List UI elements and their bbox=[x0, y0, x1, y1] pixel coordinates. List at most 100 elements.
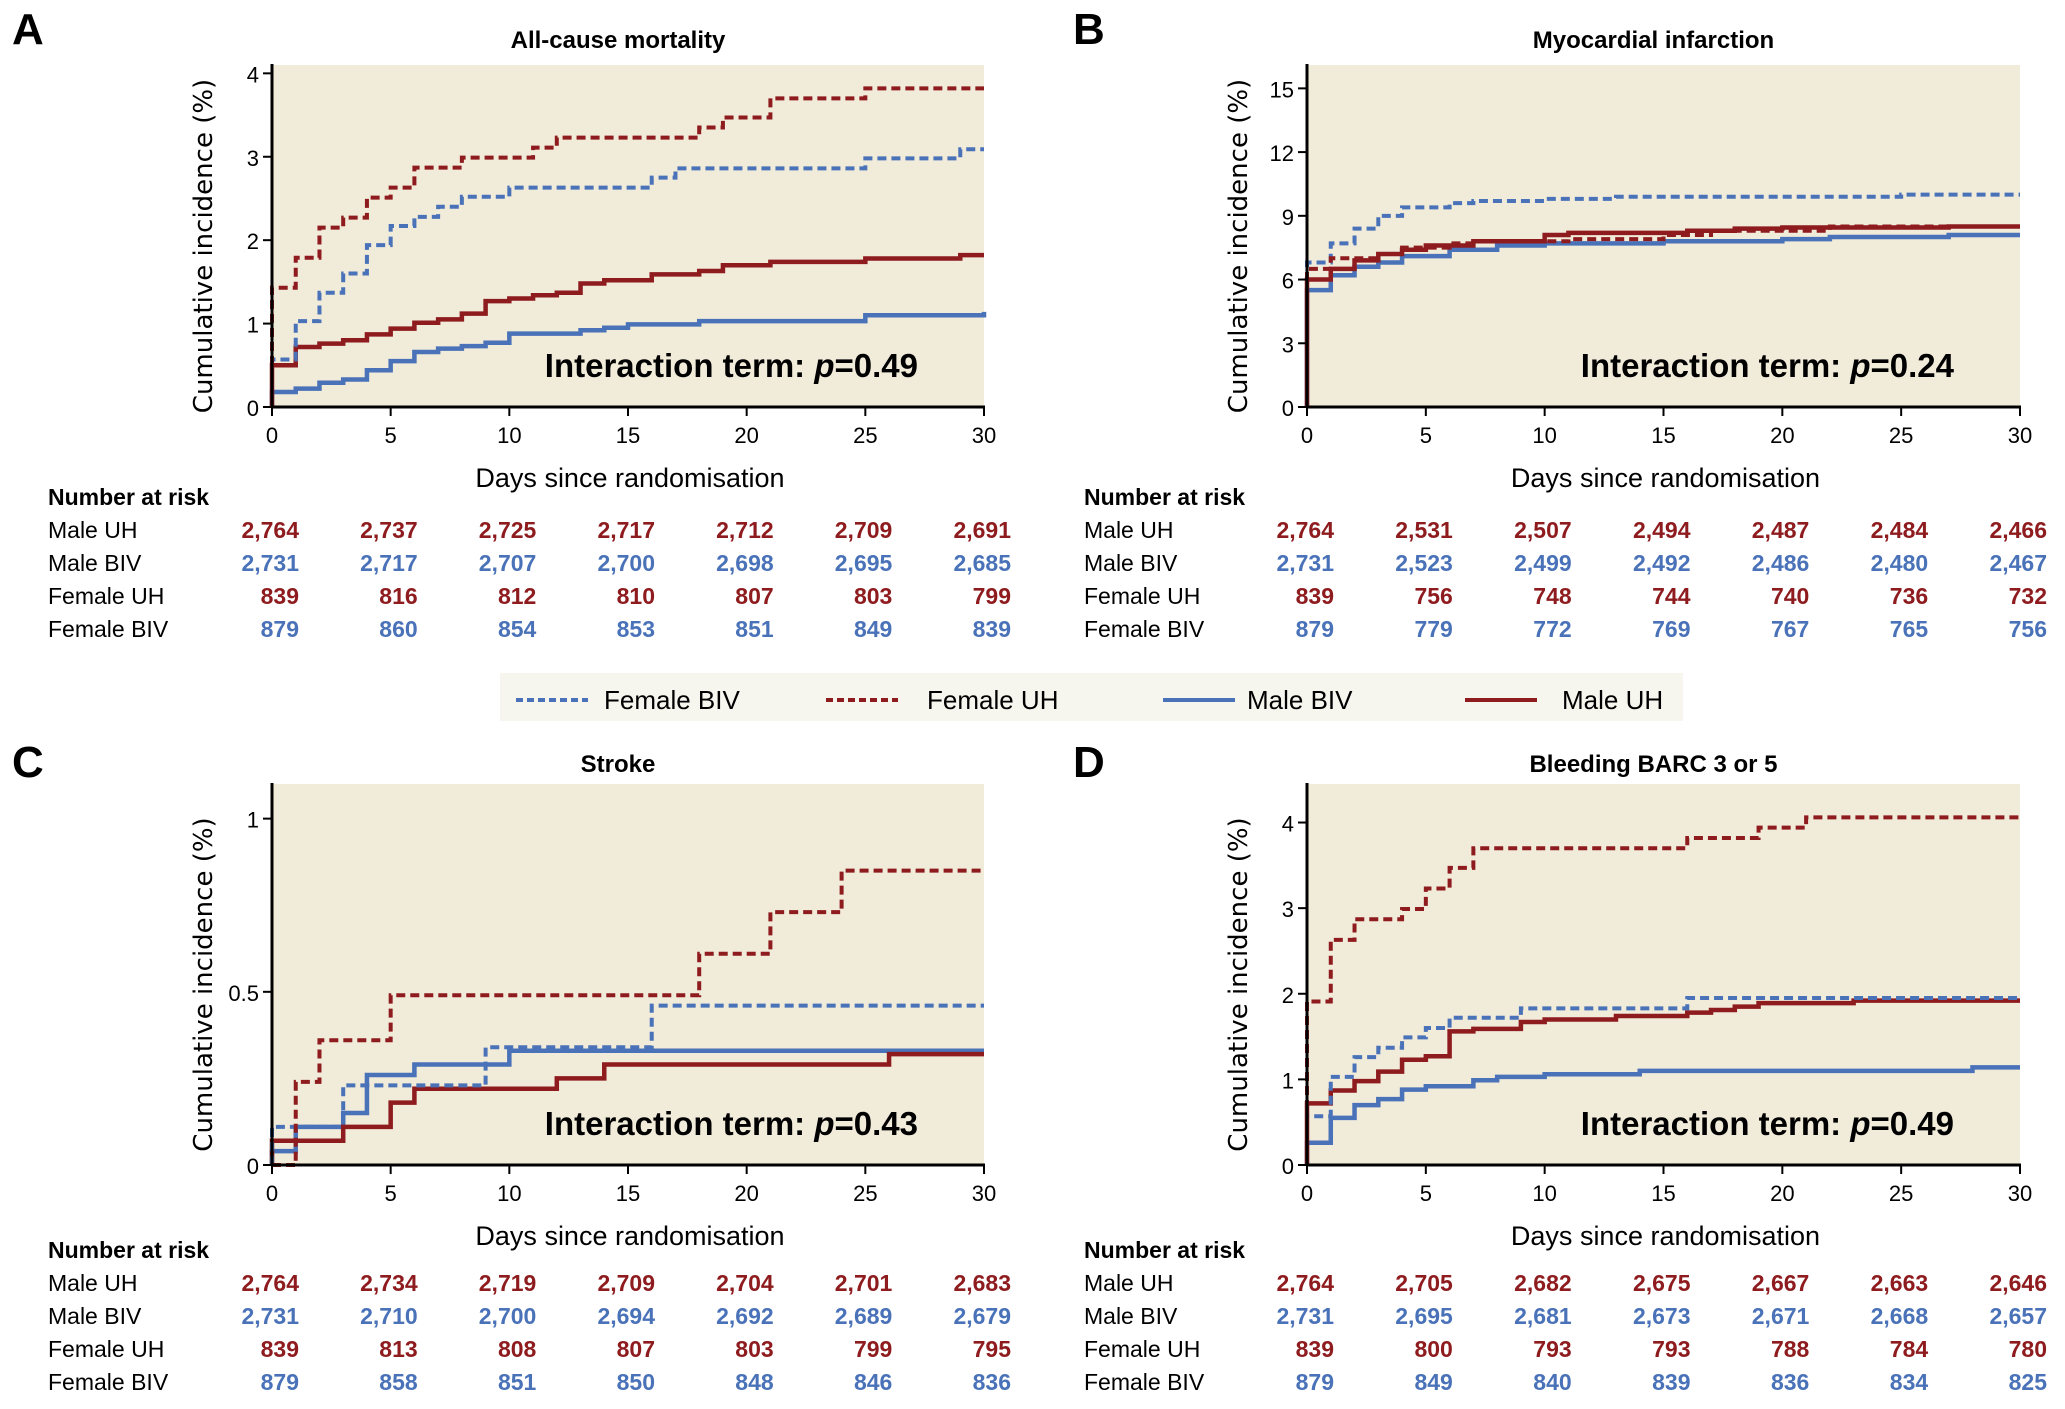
panel-title: Myocardial infarction bbox=[1533, 27, 1774, 54]
risk-value: 2,487 bbox=[1752, 517, 1810, 543]
risk-value: 2,764 bbox=[1276, 1270, 1334, 1296]
risk-value: 779 bbox=[1414, 616, 1452, 642]
risk-value: 2,710 bbox=[360, 1303, 418, 1329]
y-tick-label: 0 bbox=[247, 1154, 259, 1179]
risk-value: 2,717 bbox=[360, 550, 418, 576]
series-line-female-uh bbox=[1305, 224, 2020, 407]
risk-value: 799 bbox=[973, 583, 1011, 609]
risk-row-label: Female UH bbox=[1084, 583, 1200, 609]
annotation-prefix: Interaction term: bbox=[545, 347, 815, 384]
risk-value: 780 bbox=[2009, 1336, 2047, 1362]
risk-value: 2,657 bbox=[1989, 1303, 2047, 1329]
risk-value: 2,667 bbox=[1752, 1270, 1810, 1296]
risk-value: 800 bbox=[1414, 1336, 1452, 1362]
annotation-value: =0.49 bbox=[835, 347, 919, 384]
risk-table-header: Number at risk bbox=[48, 1237, 209, 1263]
risk-value: 2,709 bbox=[835, 517, 893, 543]
y-tick-label: 3 bbox=[1282, 332, 1294, 357]
series-line-female-uh bbox=[1305, 815, 2020, 1165]
risk-value: 2,531 bbox=[1395, 517, 1453, 543]
risk-row-label: Male UH bbox=[48, 517, 137, 543]
series-line-male-uh bbox=[1304, 998, 2020, 1165]
risk-value: 836 bbox=[973, 1369, 1011, 1395]
series-group bbox=[1304, 192, 2020, 407]
risk-value: 2,731 bbox=[241, 550, 299, 576]
risk-value: 2,523 bbox=[1395, 550, 1453, 576]
risk-value: 799 bbox=[854, 1336, 892, 1362]
x-tick-label: 10 bbox=[1532, 1181, 1556, 1206]
x-tick-label: 0 bbox=[1301, 1181, 1313, 1206]
x-tick-label: 0 bbox=[266, 423, 278, 448]
series-group bbox=[269, 86, 987, 407]
risk-value: 2,719 bbox=[479, 1270, 537, 1296]
risk-value: 756 bbox=[2009, 616, 2047, 642]
series-line-female-biv bbox=[1305, 996, 2020, 1165]
annotation-p: p bbox=[1849, 347, 1870, 384]
risk-table-header: Number at risk bbox=[48, 484, 209, 510]
legend-label: Male BIV bbox=[1247, 685, 1353, 715]
legend-label: Male UH bbox=[1562, 685, 1663, 715]
y-axis-label: Cumulative incidence (%) bbox=[1224, 817, 1254, 1151]
x-tick-label: 20 bbox=[1770, 423, 1794, 448]
risk-row-label: Male BIV bbox=[48, 550, 142, 576]
x-tick-label: 30 bbox=[2008, 1181, 2032, 1206]
series-line-male-biv bbox=[1304, 1065, 2020, 1165]
risk-row-label: Female BIV bbox=[1084, 616, 1205, 642]
y-tick-label: 0.5 bbox=[228, 981, 259, 1006]
risk-table: Number at risk Male UH 2,764 2,737 2,725 2,71… bbox=[48, 484, 1011, 642]
risk-value: 839 bbox=[1296, 583, 1334, 609]
series-line-female-uh bbox=[270, 86, 984, 407]
risk-value: 2,466 bbox=[1989, 517, 2047, 543]
risk-value: 2,717 bbox=[597, 517, 655, 543]
y-tick-label: 1 bbox=[247, 808, 259, 833]
risk-value: 839 bbox=[261, 583, 299, 609]
risk-value: 2,679 bbox=[953, 1303, 1011, 1329]
interaction-annotation: Interaction term: p=0.43 bbox=[545, 1105, 918, 1142]
risk-value: 2,725 bbox=[479, 517, 537, 543]
risk-value: 851 bbox=[498, 1369, 537, 1395]
panel-letter: C bbox=[12, 738, 44, 787]
risk-value: 808 bbox=[498, 1336, 537, 1362]
x-axis-label: Days since randomisation bbox=[1511, 463, 1820, 493]
risk-value: 793 bbox=[1533, 1336, 1571, 1362]
x-tick-label: 0 bbox=[266, 1181, 278, 1206]
risk-value: 765 bbox=[1890, 616, 1929, 642]
y-tick-label: 12 bbox=[1270, 141, 1294, 166]
risk-value: 736 bbox=[1890, 583, 1928, 609]
x-tick-label: 5 bbox=[385, 423, 397, 448]
risk-value: 784 bbox=[1890, 1336, 1929, 1362]
y-tick-label: 1 bbox=[1282, 1068, 1294, 1093]
interaction-annotation: Interaction term: p=0.49 bbox=[1581, 1105, 1954, 1142]
risk-value: 879 bbox=[1296, 616, 1334, 642]
risk-value: 2,695 bbox=[1395, 1303, 1453, 1329]
y-tick-label: 0 bbox=[1282, 1154, 1294, 1179]
risk-value: 793 bbox=[1652, 1336, 1690, 1362]
risk-value: 2,685 bbox=[953, 550, 1011, 576]
x-axis-label: Days since randomisation bbox=[475, 1221, 784, 1251]
risk-table-header: Number at risk bbox=[1084, 484, 1245, 510]
series-line-male-biv bbox=[269, 1048, 984, 1165]
risk-value: 2,694 bbox=[597, 1303, 655, 1329]
risk-value: 2,484 bbox=[1871, 517, 1929, 543]
risk-value: 2,709 bbox=[597, 1270, 655, 1296]
risk-value: 2,663 bbox=[1871, 1270, 1929, 1296]
annotation-p: p bbox=[1849, 1105, 1870, 1142]
panel-title: Stroke bbox=[581, 751, 656, 778]
risk-value: 853 bbox=[617, 616, 655, 642]
series-line-male-biv bbox=[1304, 232, 2020, 407]
risk-value: 748 bbox=[1533, 583, 1572, 609]
risk-value: 834 bbox=[1890, 1369, 1929, 1395]
risk-value: 839 bbox=[973, 616, 1011, 642]
risk-value: 2,499 bbox=[1514, 550, 1572, 576]
risk-value: 840 bbox=[1533, 1369, 1571, 1395]
risk-value: 858 bbox=[379, 1369, 418, 1395]
panel-letter: A bbox=[12, 5, 44, 54]
risk-value: 879 bbox=[1296, 1369, 1334, 1395]
panel-a: A All-cause mortality 0 1 2 3 4 0 5 10 15 20 25 30 Day… bbox=[12, 5, 1011, 642]
risk-table-header: Number at risk bbox=[1084, 1237, 1245, 1263]
risk-value: 2,700 bbox=[597, 550, 655, 576]
risk-value: 2,731 bbox=[241, 1303, 299, 1329]
x-tick-label: 15 bbox=[1651, 423, 1675, 448]
risk-value: 836 bbox=[1771, 1369, 1809, 1395]
